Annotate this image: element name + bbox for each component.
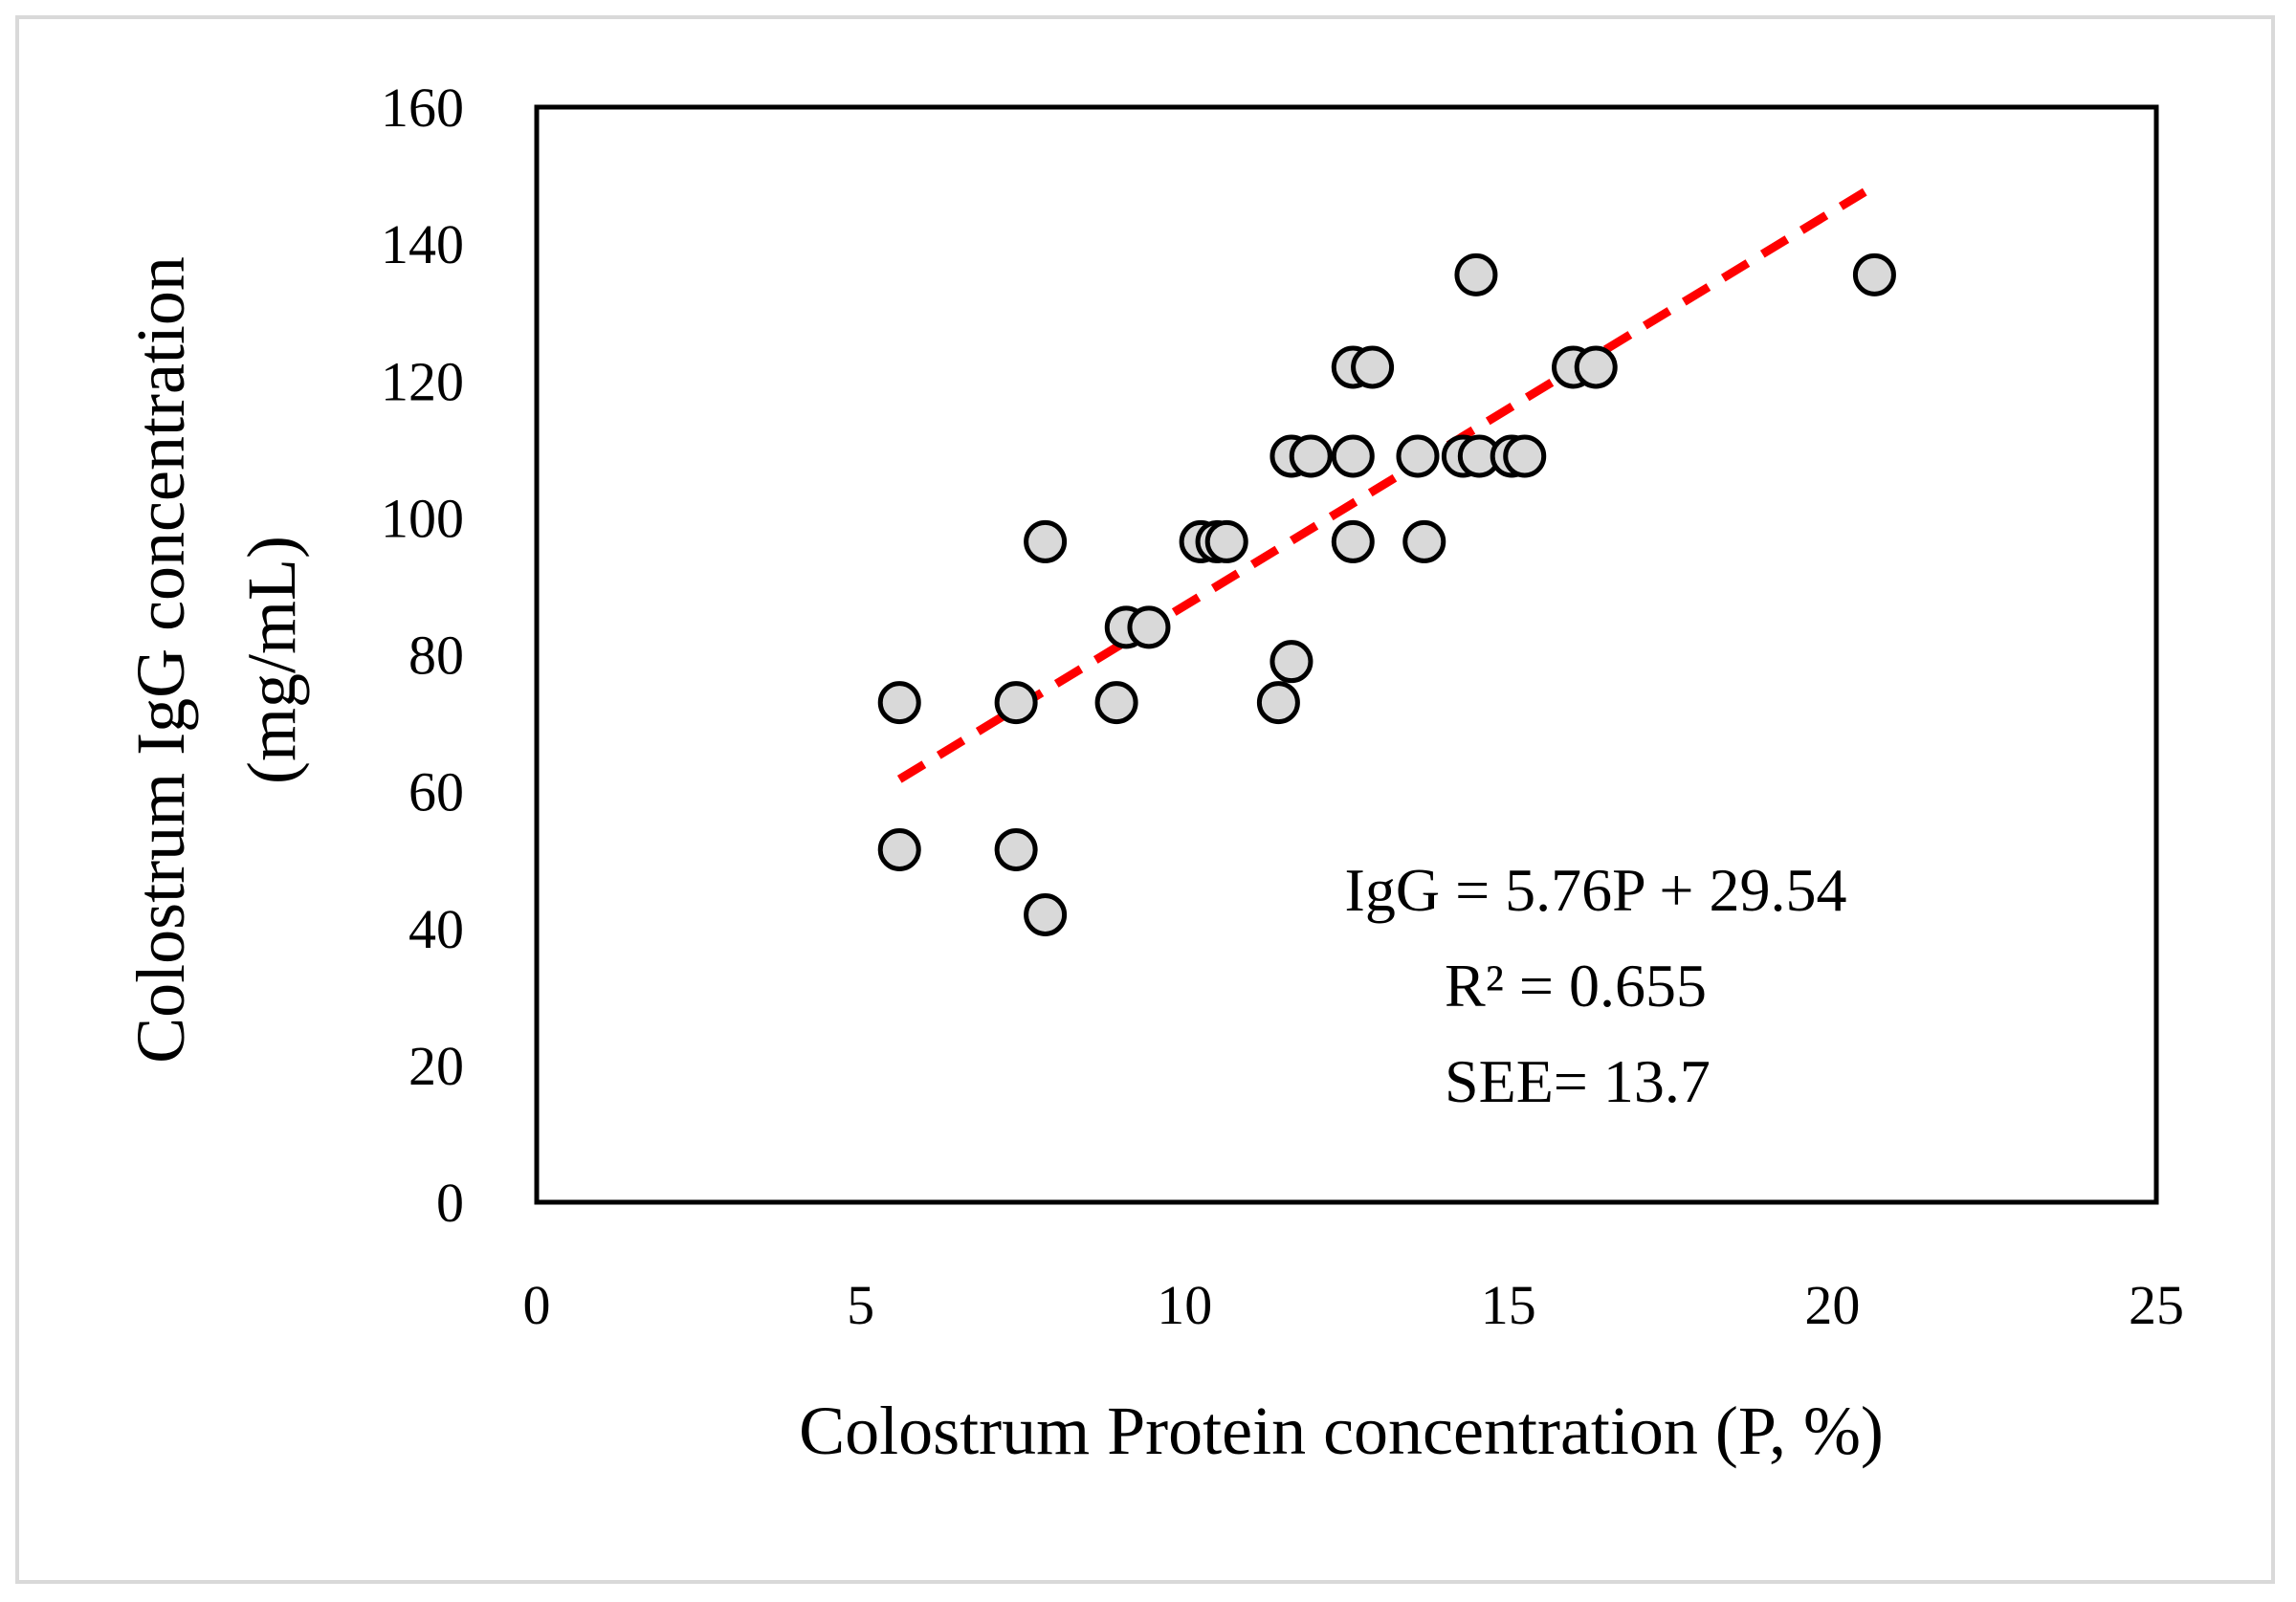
x-tick-label: 15 bbox=[1481, 1274, 1536, 1336]
y-axis-title-line1: Colostrum IgG concentration bbox=[122, 256, 199, 1064]
y-tick-label: 20 bbox=[408, 1035, 464, 1097]
data-point bbox=[1402, 519, 1446, 563]
data-point bbox=[1574, 345, 1618, 389]
data-point bbox=[994, 827, 1038, 871]
data-point bbox=[1094, 681, 1138, 725]
data-point bbox=[877, 827, 921, 871]
data-point bbox=[1852, 252, 1896, 296]
plot-area bbox=[534, 104, 2159, 1205]
data-point bbox=[1289, 434, 1333, 478]
x-axis-title: Colostrum Protein concentration (P, %) bbox=[799, 1393, 1884, 1469]
y-tick-label: 80 bbox=[408, 625, 464, 687]
x-tick-label: 20 bbox=[1804, 1274, 1860, 1336]
data-point bbox=[1269, 640, 1314, 684]
data-point bbox=[1503, 434, 1547, 478]
see-label: SEE= 13.7 bbox=[1445, 1047, 1711, 1115]
y-tick-label: 140 bbox=[381, 213, 464, 275]
figure-frame bbox=[15, 15, 2275, 1584]
data-point bbox=[1331, 519, 1375, 563]
y-tick-label: 100 bbox=[381, 487, 464, 549]
y-tick-label: 40 bbox=[408, 898, 464, 960]
x-tick-label: 5 bbox=[847, 1274, 874, 1336]
data-point bbox=[1454, 252, 1498, 296]
data-point bbox=[1396, 434, 1440, 478]
r-squared-label: R² = 0.655 bbox=[1445, 952, 1707, 1020]
y-axis-title-line2: (mg/mL) bbox=[233, 536, 310, 784]
x-tick-labels: 0 5 10 15 20 25 bbox=[523, 1274, 2185, 1336]
y-tick-label: 160 bbox=[381, 77, 464, 139]
x-tick-label: 0 bbox=[523, 1274, 551, 1336]
data-point bbox=[1024, 519, 1068, 563]
data-point bbox=[1256, 681, 1300, 725]
y-tick-label: 0 bbox=[436, 1172, 464, 1234]
data-point bbox=[877, 681, 921, 725]
y-tick-label: 60 bbox=[408, 761, 464, 823]
data-point bbox=[1024, 892, 1068, 936]
trendline bbox=[896, 187, 1867, 783]
equation-label: IgG = 5.76P + 29.54 bbox=[1345, 856, 1847, 924]
y-tick-label: 120 bbox=[381, 350, 464, 412]
data-point bbox=[1331, 434, 1375, 478]
x-tick-label: 10 bbox=[1157, 1274, 1212, 1336]
x-tick-label: 25 bbox=[2129, 1274, 2184, 1336]
data-points bbox=[877, 252, 1896, 936]
y-tick-labels: 0 20 40 60 80 100 120 140 160 bbox=[381, 77, 464, 1234]
data-point bbox=[1351, 345, 1395, 389]
data-point bbox=[1204, 519, 1248, 563]
data-point bbox=[994, 681, 1038, 725]
data-point bbox=[1127, 605, 1171, 649]
